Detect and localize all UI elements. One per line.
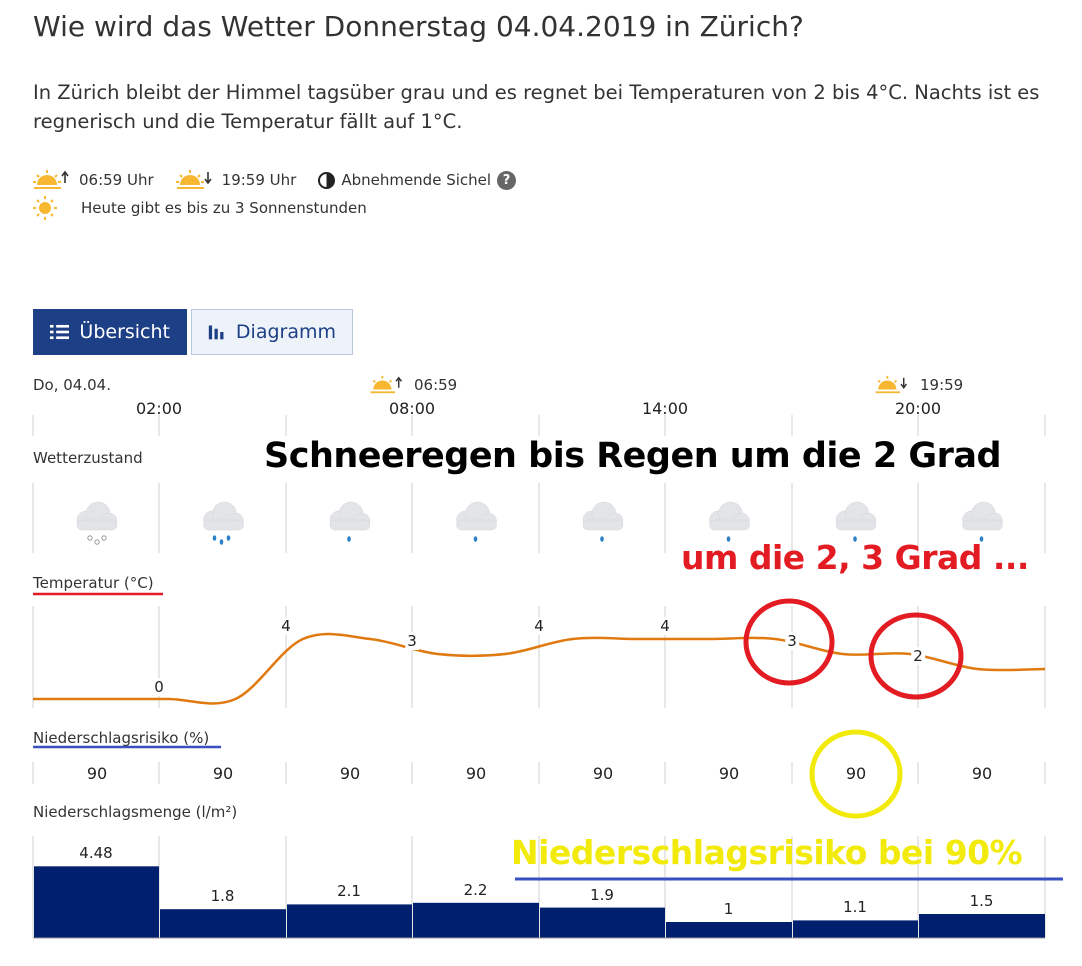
tab-diagramm[interactable]: Diagramm (191, 309, 353, 355)
moon-phase-label: Abnehmende Sichel (341, 171, 492, 189)
timeline-sunset-icon (875, 375, 908, 394)
temp-label: 3 (785, 632, 799, 650)
moon-phase-icon (318, 171, 336, 189)
sun-hours-row: Heute gibt es bis zu 3 Sonnenstunden (33, 195, 367, 221)
precip-bar (160, 909, 286, 938)
bar-value-label: 1.8 (210, 887, 235, 906)
timeline-sunrise-time: 06:59 (414, 376, 458, 394)
precip-bar (413, 902, 539, 938)
temp-label: 2 (911, 647, 925, 665)
tab-uebersicht[interactable]: Übersicht (33, 309, 187, 355)
annotation-black: Schneeregen bis Regen um die 2 Grad (264, 436, 1002, 476)
risk-value: 90 (845, 764, 867, 783)
timeline-date: Do, 04.04. (33, 376, 111, 394)
temp-label: 4 (279, 617, 293, 635)
precip-bar (919, 914, 1045, 938)
bar-value-label: 1.1 (843, 898, 867, 917)
bar-value-label: 2.2 (463, 880, 488, 899)
rain-cloud-icon (709, 501, 750, 542)
rain-cloud-icon (962, 501, 1003, 542)
tab-diagramm-label: Diagramm (235, 321, 336, 343)
temp-label: 4 (532, 617, 546, 635)
bar-value-label: 2.1 (337, 882, 361, 901)
sunrise-time: 06:59 Uhr (79, 171, 154, 189)
risk-value: 90 (86, 764, 108, 783)
sun-icon (33, 196, 57, 220)
view-tabs: Übersicht Diagramm (33, 309, 353, 355)
risk-value: 90 (212, 764, 234, 783)
annotation-red: um die 2, 3 Grad ... (681, 538, 1029, 577)
annotation-circle-red (743, 598, 835, 686)
precip-bar (34, 866, 159, 938)
risk-value: 90 (592, 764, 614, 783)
bar-value-label: 4.48 (79, 844, 113, 863)
sunrise-icon (33, 170, 69, 189)
section-label-condition: Wetterzustand (33, 449, 143, 467)
hour-label: 08:00 (388, 399, 436, 418)
risk-value: 90 (465, 764, 487, 783)
bar-value-label: 1.5 (969, 892, 994, 910)
help-icon[interactable]: ? (497, 170, 517, 190)
section-label-temperature: Temperatur (°C) (33, 574, 154, 592)
risk-value: 90 (971, 764, 993, 783)
sun-hours-text: Heute gibt es bis zu 3 Sonnenstunden (81, 199, 367, 217)
annotation-circle-red (868, 612, 964, 700)
temp-label: 0 (152, 678, 166, 696)
precip-bar (666, 922, 792, 938)
sleet-cloud-icon (76, 501, 118, 545)
hour-label: 02:00 (135, 399, 183, 418)
annotation-yellow: Niederschlagsrisiko bei 90% (511, 833, 1023, 872)
bar-value-label: 1 (723, 900, 734, 918)
sunset-time: 19:59 Uhr (221, 171, 297, 189)
precip-bar (540, 907, 665, 938)
risk-value: 90 (339, 764, 361, 783)
bar-chart-icon (208, 325, 224, 340)
rain-cloud-icon (456, 501, 497, 542)
temp-label: 3 (405, 632, 419, 650)
precip-bar (793, 920, 918, 938)
rain-cloud-icon (835, 501, 877, 542)
rain-cloud-icon (329, 501, 371, 542)
rain-cloud-icon (203, 501, 244, 545)
timeline-sunrise-icon (370, 375, 403, 394)
timeline-sunset-time: 19:59 (920, 376, 964, 394)
sunset-icon (175, 170, 212, 189)
bar-value-label: 1.9 (590, 885, 614, 904)
temp-label: 4 (658, 617, 672, 635)
risk-value: 90 (718, 764, 740, 783)
astro-row: 06:59 Uhr 19:59 Uhr Abnehmende Sichel ? (33, 169, 517, 191)
page-title: Wie wird das Wetter Donnerstag 04.04.201… (33, 10, 804, 43)
annotation-circle-yellow (809, 729, 903, 819)
weather-description: In Zürich bleibt der Himmel tagsüber gra… (33, 81, 1040, 133)
section-label-risk: Niederschlagsrisiko (%) (33, 729, 210, 747)
precip-bar (287, 904, 412, 938)
temperature-line (33, 632, 1046, 705)
tab-uebersicht-label: Übersicht (79, 321, 170, 343)
hour-label: 14:00 (641, 399, 689, 418)
section-label-amount: Niederschlagsmenge (l/m²) (33, 803, 238, 821)
rain-cloud-icon (582, 501, 624, 542)
list-icon (50, 324, 70, 340)
hour-label: 20:00 (894, 399, 942, 418)
